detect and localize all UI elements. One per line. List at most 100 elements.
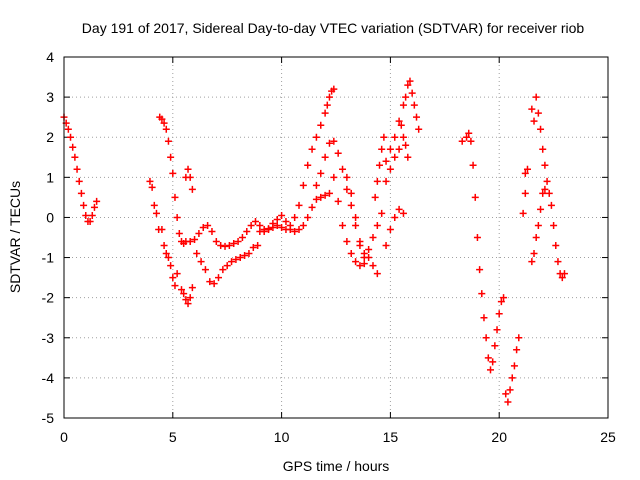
data-point: [343, 185, 351, 193]
data-point: [539, 189, 547, 197]
data-point: [406, 77, 414, 85]
data-point: [308, 203, 316, 211]
data-point: [88, 211, 96, 219]
data-point: [171, 193, 179, 201]
y-tick-label: 1: [46, 169, 54, 185]
data-point: [184, 300, 192, 308]
data-point: [330, 173, 338, 181]
data-point: [197, 258, 205, 266]
data-point: [545, 189, 553, 197]
data-point: [360, 260, 368, 268]
data-point: [247, 221, 255, 229]
data-point: [171, 282, 179, 290]
data-point: [217, 242, 225, 250]
x-tick-label: 20: [491, 429, 507, 445]
data-point: [469, 161, 477, 169]
data-point: [391, 133, 399, 141]
data-point: [356, 238, 364, 246]
data-point: [537, 205, 545, 213]
data-point: [323, 101, 331, 109]
data-point: [188, 284, 196, 292]
data-point: [489, 358, 497, 366]
data-point: [404, 81, 412, 89]
data-point: [530, 250, 538, 258]
data-point: [158, 115, 166, 123]
data-point: [402, 93, 410, 101]
data-point: [238, 234, 246, 241]
data-point: [234, 238, 242, 246]
data-point: [352, 213, 360, 221]
data-point: [169, 169, 177, 177]
data-point: [160, 119, 168, 127]
data-point: [395, 145, 403, 153]
data-point: [334, 149, 342, 157]
data-point: [382, 157, 390, 165]
data-point: [547, 201, 555, 209]
data-point: [523, 165, 531, 173]
y-tick-label: 3: [46, 89, 54, 105]
data-point: [210, 280, 218, 288]
data-point: [321, 153, 329, 161]
data-point: [273, 221, 281, 229]
data-point: [291, 227, 299, 235]
data-point: [541, 161, 549, 169]
data-point: [282, 217, 290, 225]
data-point: [152, 209, 160, 217]
data-point: [219, 266, 227, 274]
data-point: [193, 250, 201, 258]
data-point: [64, 125, 72, 133]
x-tick-label: 0: [60, 429, 68, 445]
data-point: [504, 398, 512, 406]
data-point: [199, 223, 207, 231]
data-point: [465, 129, 473, 137]
data-point: [482, 334, 490, 342]
data-point: [299, 181, 307, 189]
data-point: [223, 262, 231, 270]
y-tick-label: -1: [42, 250, 55, 266]
data-point: [360, 250, 368, 258]
data-point: [386, 145, 394, 153]
y-tick-label: 4: [46, 49, 54, 65]
data-point: [558, 274, 566, 282]
data-point: [321, 109, 329, 117]
data-point: [532, 93, 540, 101]
data-point: [515, 334, 523, 342]
data-point: [560, 270, 568, 278]
data-point: [415, 125, 423, 133]
data-point: [486, 366, 494, 374]
data-point: [228, 258, 236, 266]
data-point: [506, 386, 514, 394]
data-point: [391, 213, 399, 221]
data-point: [373, 177, 381, 185]
data-point: [173, 213, 181, 221]
data-point: [467, 137, 475, 145]
data-point: [251, 217, 259, 225]
data-point: [167, 153, 175, 161]
data-point: [541, 185, 549, 193]
data-point: [528, 258, 536, 266]
data-point: [352, 221, 360, 229]
data-point: [312, 195, 320, 203]
data-point: [519, 209, 527, 217]
data-point: [245, 250, 253, 258]
data-point: [186, 238, 194, 246]
data-point: [317, 193, 325, 201]
data-point: [371, 193, 379, 201]
data-point: [500, 294, 508, 302]
data-point: [382, 177, 390, 185]
data-point: [191, 236, 199, 244]
data-point: [339, 165, 347, 173]
data-point: [380, 133, 388, 141]
plot-frame: [63, 56, 609, 419]
data-point: [550, 221, 558, 229]
data-point: [508, 374, 516, 382]
data-point: [510, 362, 518, 370]
data-point: [378, 209, 386, 217]
data-point: [365, 246, 373, 254]
data-point: [256, 227, 264, 235]
data-point: [73, 165, 81, 173]
data-point: [404, 153, 412, 161]
x-tick-label: 5: [169, 429, 177, 445]
x-tick-label: 25: [600, 429, 616, 445]
data-point: [408, 89, 416, 97]
